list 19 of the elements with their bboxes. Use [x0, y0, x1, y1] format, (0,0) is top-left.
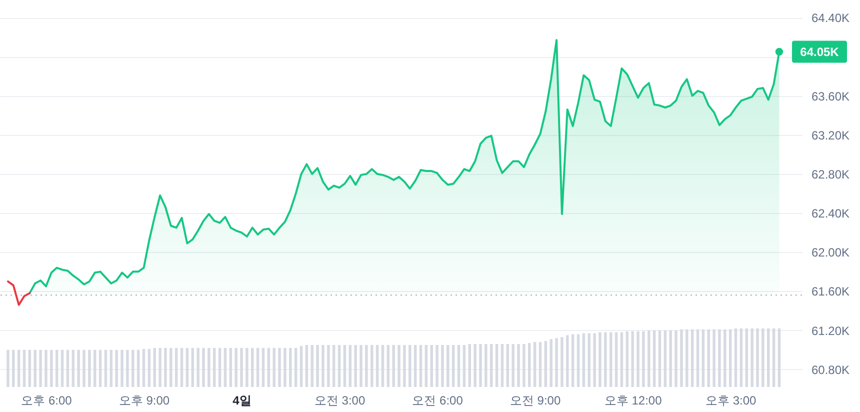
y-tick-label: 62.00K [812, 246, 850, 260]
y-tick-label: 62.40K [812, 206, 850, 221]
x-tick-label: 4일 [232, 394, 252, 408]
line-series [6, 280, 31, 306]
x-tick-label: 오후 3:00 [705, 394, 757, 408]
x-tick-label: 오후 6:00 [21, 394, 72, 408]
x-tick-label: 오전 6:00 [412, 394, 464, 408]
x-tick-label: 오전 3:00 [314, 394, 366, 408]
y-tick-label: 61.60K [812, 284, 850, 299]
x-tick-label: 오후 12:00 [604, 394, 662, 408]
y-tick-label: 60.80K [812, 362, 850, 377]
y-tick-label: 62.80K [812, 167, 850, 182]
y-tick-label: 64.40K [812, 11, 850, 26]
data-label: 64.05K [800, 44, 840, 59]
x-tick-label: 오전 9:00 [510, 394, 561, 408]
x-tick-label: 오후 9:00 [118, 394, 170, 408]
y-tick-label: 63.20K [812, 128, 850, 142]
y-tick-label: 63.60K [812, 89, 850, 104]
y-tick-label: 61.20K [812, 324, 850, 338]
